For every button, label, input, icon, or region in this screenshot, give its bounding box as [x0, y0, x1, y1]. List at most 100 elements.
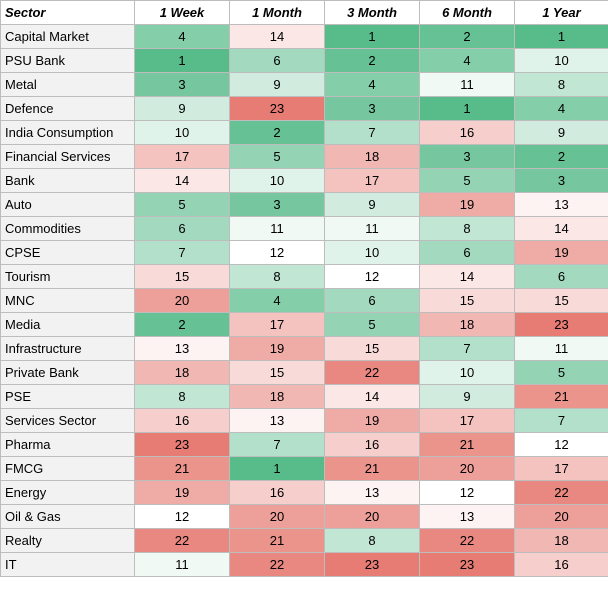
rank-cell: 3 [514, 168, 608, 193]
rank-cell: 6 [324, 288, 420, 313]
rank-cell: 5 [324, 312, 420, 337]
sector-name: Metal [0, 72, 135, 97]
rank-cell: 18 [324, 144, 420, 169]
rank-cell: 15 [514, 288, 608, 313]
rank-cell: 15 [419, 288, 515, 313]
sector-name: Private Bank [0, 360, 135, 385]
rank-cell: 10 [324, 240, 420, 265]
rank-cell: 20 [514, 504, 608, 529]
rank-cell: 7 [229, 432, 325, 457]
rank-cell: 4 [229, 288, 325, 313]
sector-name: Capital Market [0, 24, 135, 49]
rank-cell: 19 [419, 192, 515, 217]
rank-cell: 18 [419, 312, 515, 337]
table-row: Bank 14 10 17 5 3 [0, 168, 608, 193]
rank-cell: 5 [134, 192, 230, 217]
rank-cell: 1 [229, 456, 325, 481]
rank-cell: 5 [514, 360, 608, 385]
rank-cell: 12 [229, 240, 325, 265]
rank-cell: 11 [134, 552, 230, 577]
sector-name: Media [0, 312, 135, 337]
header-row: Sector 1 Week 1 Month 3 Month 6 Month 1 … [0, 0, 608, 25]
rank-cell: 9 [514, 120, 608, 145]
rank-cell: 23 [514, 312, 608, 337]
rank-cell: 4 [514, 96, 608, 121]
rank-cell: 13 [419, 504, 515, 529]
rank-cell: 11 [514, 336, 608, 361]
rank-cell: 8 [419, 216, 515, 241]
rank-cell: 11 [324, 216, 420, 241]
rank-cell: 2 [134, 312, 230, 337]
rank-cell: 14 [229, 24, 325, 49]
rank-cell: 20 [419, 456, 515, 481]
rank-cell: 7 [514, 408, 608, 433]
rank-cell: 17 [514, 456, 608, 481]
table-row: Media 2 17 5 18 23 [0, 312, 608, 337]
rank-cell: 17 [419, 408, 515, 433]
sector-name: PSU Bank [0, 48, 135, 73]
rank-cell: 13 [324, 480, 420, 505]
sector-name: IT [0, 552, 135, 577]
table-row: Auto 5 3 9 19 13 [0, 192, 608, 217]
rank-cell: 12 [324, 264, 420, 289]
table-row: Commodities 6 11 11 8 14 [0, 216, 608, 241]
rank-cell: 10 [229, 168, 325, 193]
rank-cell: 9 [134, 96, 230, 121]
table-row: Pharma 23 7 16 21 12 [0, 432, 608, 457]
rank-cell: 7 [419, 336, 515, 361]
rank-cell: 10 [134, 120, 230, 145]
table-row: FMCG 21 1 21 20 17 [0, 456, 608, 481]
rank-cell: 22 [324, 360, 420, 385]
rank-cell: 17 [324, 168, 420, 193]
rank-cell: 2 [514, 144, 608, 169]
rank-cell: 13 [514, 192, 608, 217]
rank-cell: 12 [419, 480, 515, 505]
rank-cell: 3 [134, 72, 230, 97]
rank-cell: 21 [419, 432, 515, 457]
sector-name: Infrastructure [0, 336, 135, 361]
rank-cell: 20 [324, 504, 420, 529]
rank-cell: 16 [514, 552, 608, 577]
rank-cell: 19 [229, 336, 325, 361]
table-row: India Consumption 10 2 7 16 9 [0, 120, 608, 145]
rank-cell: 7 [134, 240, 230, 265]
rank-cell: 23 [134, 432, 230, 457]
sector-name: Realty [0, 528, 135, 553]
rank-cell: 7 [324, 120, 420, 145]
rank-cell: 2 [229, 120, 325, 145]
rank-cell: 3 [324, 96, 420, 121]
table-row: Oil & Gas 12 20 20 13 20 [0, 504, 608, 529]
sector-name: FMCG [0, 456, 135, 481]
table-body: Capital Market 4 14 1 2 1 PSU Bank 1 6 2 4 10 Metal 3… [0, 24, 608, 577]
table-row: Tourism 15 8 12 14 6 [0, 264, 608, 289]
rank-cell: 19 [514, 240, 608, 265]
rank-cell: 3 [229, 192, 325, 217]
rank-cell: 5 [419, 168, 515, 193]
rank-cell: 4 [419, 48, 515, 73]
rank-cell: 21 [134, 456, 230, 481]
rank-cell: 22 [514, 480, 608, 505]
sector-name: Defence [0, 96, 135, 121]
sector-name: Financial Services [0, 144, 135, 169]
sector-name: Pharma [0, 432, 135, 457]
rank-cell: 11 [419, 72, 515, 97]
rank-cell: 6 [229, 48, 325, 73]
rank-cell: 1 [324, 24, 420, 49]
rank-cell: 1 [514, 24, 608, 49]
rank-cell: 20 [134, 288, 230, 313]
rank-cell: 15 [324, 336, 420, 361]
rank-cell: 15 [229, 360, 325, 385]
rank-cell: 18 [229, 384, 325, 409]
table-row: Infrastructure 13 19 15 7 11 [0, 336, 608, 361]
rank-cell: 14 [324, 384, 420, 409]
rank-cell: 5 [229, 144, 325, 169]
rank-cell: 17 [229, 312, 325, 337]
table-row: Energy 19 16 13 12 22 [0, 480, 608, 505]
sector-name: Tourism [0, 264, 135, 289]
rank-cell: 4 [324, 72, 420, 97]
rank-cell: 6 [419, 240, 515, 265]
rank-cell: 16 [324, 432, 420, 457]
rank-cell: 18 [514, 528, 608, 553]
rank-cell: 4 [134, 24, 230, 49]
rank-cell: 8 [324, 528, 420, 553]
